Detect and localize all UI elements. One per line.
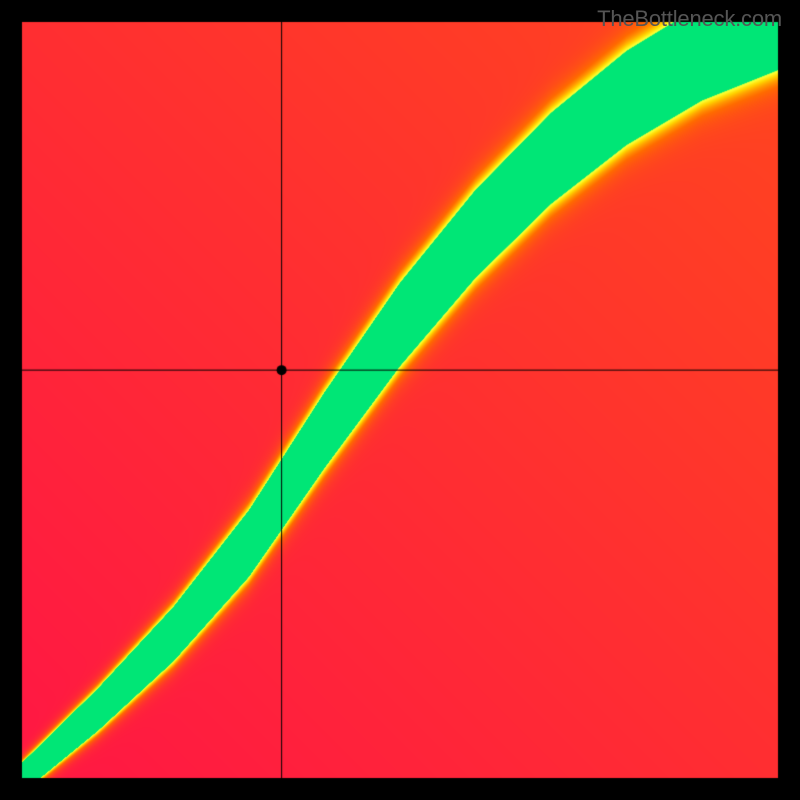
watermark-text: TheBottleneck.com xyxy=(597,6,782,32)
heatmap-canvas xyxy=(0,0,800,800)
plot-container: TheBottleneck.com xyxy=(0,0,800,800)
